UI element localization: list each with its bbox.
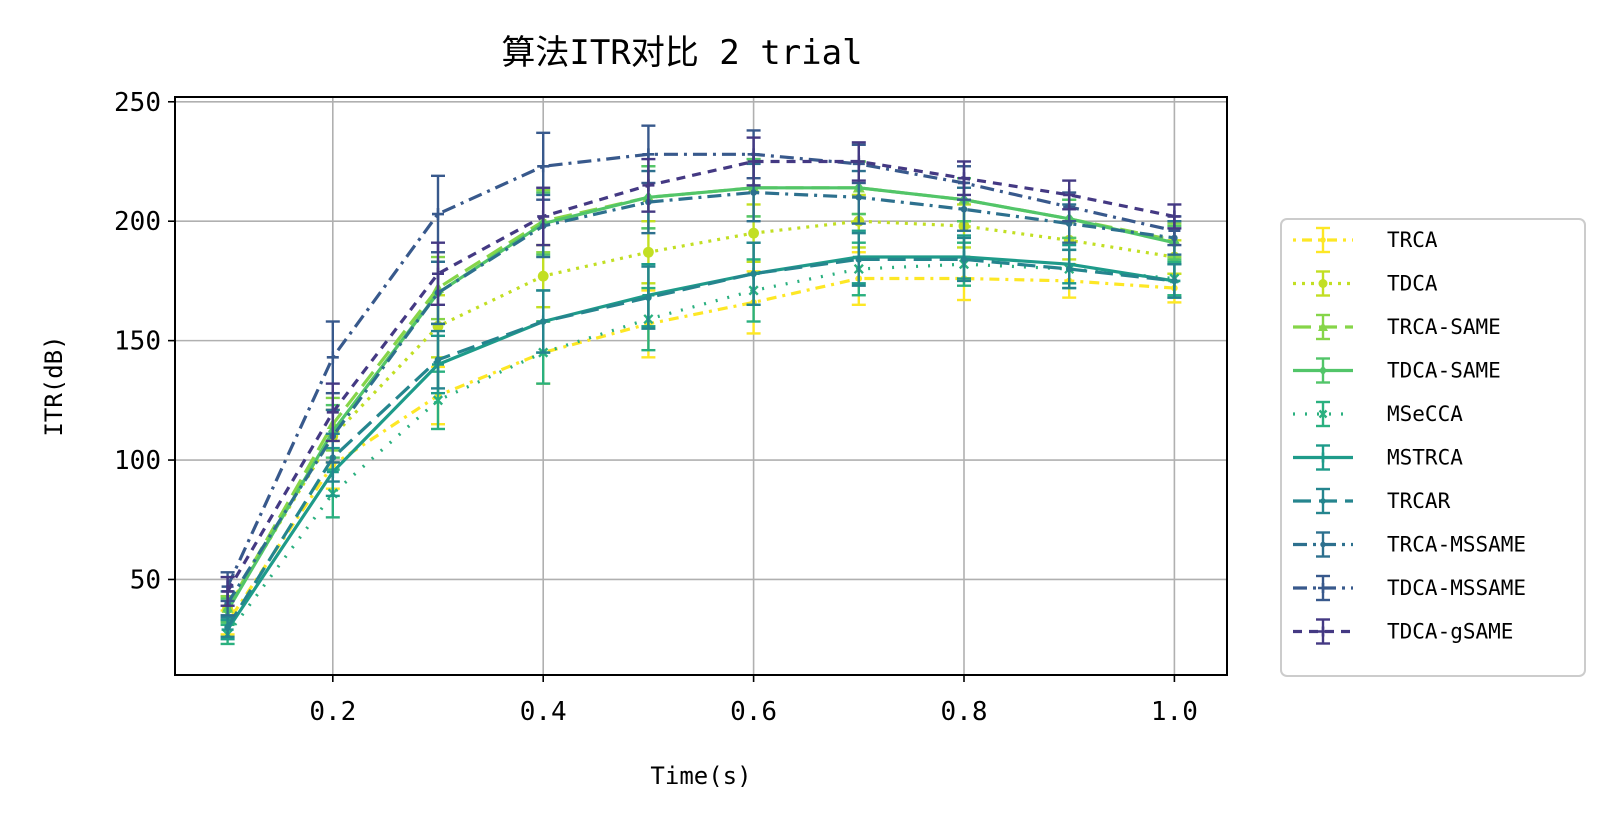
data-point (750, 270, 757, 278)
data-point (1168, 210, 1181, 223)
data-point (748, 227, 759, 239)
x-axis: 0.2 0.4 0.6 0.8 1.0 (309, 675, 1198, 727)
data-point (958, 172, 970, 185)
legend-entry: TRCA-MSSAME (1293, 531, 1526, 558)
data-point (1318, 322, 1328, 331)
series-line (226, 186, 1175, 612)
legend-label: TRCAR (1387, 489, 1451, 513)
y-tick-label: 50 (130, 565, 161, 595)
series-layer (220, 124, 1182, 646)
legend-entry: TRCA (1293, 226, 1438, 254)
legend-label: MSTRCA (1387, 446, 1463, 470)
legend-label: TRCA-SAME (1387, 315, 1501, 339)
series-trca (220, 251, 1182, 636)
legend-entry: TDCA-MSSAME (1293, 574, 1526, 602)
chart-title: 算法ITR对比 2 trial (501, 33, 862, 73)
series-line (226, 190, 1175, 605)
legend-entry: TRCAR (1293, 487, 1451, 515)
data-point (645, 294, 652, 301)
data-point (643, 246, 654, 258)
x-tick-label: 0.6 (730, 697, 777, 727)
data-point (1320, 498, 1326, 504)
x-tick-label: 1.0 (1151, 697, 1198, 727)
data-point (1065, 265, 1073, 273)
legend-label: TRCA (1387, 228, 1438, 252)
data-point (1319, 365, 1327, 376)
x-tick-label: 0.2 (309, 697, 356, 727)
legend-label: TDCA-MSSAME (1387, 576, 1526, 600)
data-point (1318, 279, 1328, 288)
series-tdca (220, 193, 1182, 622)
data-point (747, 155, 760, 168)
data-point (434, 356, 442, 364)
series-line (226, 159, 1175, 593)
data-point (1318, 626, 1328, 637)
legend-entry: TDCA (1293, 270, 1438, 297)
y-tick-label: 200 (114, 207, 161, 237)
legend-entry: MSTRCA (1293, 444, 1463, 471)
legend-label: TRCA-MSSAME (1387, 533, 1526, 557)
data-point (537, 270, 549, 282)
series-line (226, 255, 1175, 631)
legend: TRCA TDCA TRCA-SAME TDCA-SAME MSeCCA MSTRCA TR… (1280, 218, 1586, 677)
x-tick-label: 0.4 (520, 697, 567, 727)
series-line (226, 186, 1175, 609)
data-point (432, 267, 444, 280)
legend-box (1280, 218, 1586, 677)
y-tick-label: 100 (114, 446, 161, 476)
series-line (226, 276, 1175, 624)
data-point (1171, 277, 1178, 285)
legend-entry: TDCA-gSAME (1293, 618, 1513, 645)
data-point (1318, 583, 1328, 593)
y-axis: 50 100 150 200 250 (114, 88, 175, 595)
legend-label: TDCA-SAME (1387, 359, 1501, 383)
data-point (1320, 237, 1326, 243)
data-point (432, 395, 444, 406)
x-axis-label: Time(s) (650, 762, 751, 790)
legend-label: TDCA-gSAME (1387, 620, 1513, 644)
data-point (960, 256, 968, 263)
data-point (855, 256, 863, 263)
series-line (226, 219, 1175, 609)
data-point (1318, 452, 1328, 463)
data-point (852, 155, 865, 168)
legend-label: MSeCCA (1387, 402, 1463, 426)
data-point (1063, 188, 1076, 201)
series-line (226, 152, 1175, 588)
legend-entry: TRCA-SAME (1293, 313, 1501, 341)
legend-entry: TDCA-SAME (1293, 357, 1501, 384)
data-point (1318, 409, 1328, 419)
data-point (326, 406, 339, 419)
data-point (221, 585, 234, 598)
legend-entry: MSeCCA (1293, 400, 1463, 428)
data-point (537, 210, 550, 223)
legend-label: TDCA (1387, 272, 1438, 296)
y-tick-label: 150 (114, 327, 161, 357)
data-point (1320, 541, 1326, 548)
data-point (960, 205, 968, 213)
data-point (537, 160, 550, 173)
series-trcar (220, 231, 1182, 638)
series-msecca (220, 241, 1182, 646)
data-point (432, 208, 444, 221)
y-axis-label: ITR(dB) (40, 335, 68, 436)
y-tick-label: 250 (114, 88, 161, 118)
data-point (224, 623, 231, 631)
plot-frame (174, 96, 1228, 676)
data-point (750, 189, 757, 196)
data-point (326, 351, 339, 364)
series-line (226, 257, 1175, 629)
data-point (855, 194, 863, 201)
x-tick-label: 0.8 (941, 697, 988, 727)
series-mstrca (220, 229, 1182, 641)
data-point (642, 179, 655, 192)
data-point (539, 318, 547, 325)
series-tdca-gsame (220, 136, 1182, 607)
